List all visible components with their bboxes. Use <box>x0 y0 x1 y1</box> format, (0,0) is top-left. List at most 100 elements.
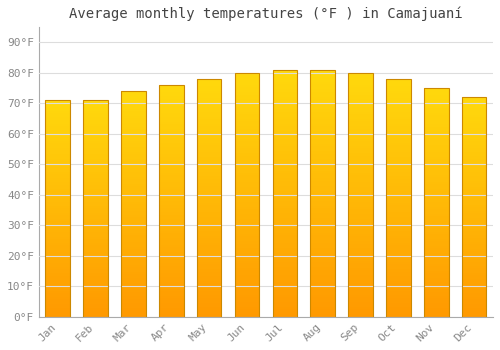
Bar <box>386 243 410 245</box>
Bar <box>84 124 108 126</box>
Bar <box>462 233 486 236</box>
Bar <box>424 301 448 303</box>
Bar <box>234 224 260 226</box>
Bar <box>424 209 448 211</box>
Bar <box>310 300 335 302</box>
Bar <box>234 72 260 317</box>
Bar <box>272 255 297 258</box>
Bar <box>462 139 486 141</box>
Bar <box>84 180 108 182</box>
Bar <box>234 248 260 251</box>
Bar <box>197 169 222 171</box>
Bar <box>424 200 448 202</box>
Bar <box>121 278 146 281</box>
Bar <box>159 177 184 180</box>
Bar <box>348 75 373 77</box>
Bar <box>310 163 335 166</box>
Bar <box>424 136 448 138</box>
Bar <box>272 102 297 104</box>
Bar <box>197 229 222 231</box>
Bar <box>462 297 486 299</box>
Bar <box>197 183 222 186</box>
Bar <box>197 141 222 143</box>
Bar <box>424 170 448 173</box>
Bar <box>386 98 410 100</box>
Bar <box>197 286 222 288</box>
Bar <box>159 226 184 229</box>
Bar <box>424 312 448 315</box>
Bar <box>197 288 222 290</box>
Bar <box>121 96 146 98</box>
Bar <box>159 147 184 150</box>
Bar <box>121 281 146 283</box>
Bar <box>348 72 373 317</box>
Bar <box>46 300 70 302</box>
Bar <box>197 131 222 133</box>
Bar <box>348 177 373 180</box>
Bar <box>121 177 146 179</box>
Bar <box>159 236 184 238</box>
Bar <box>121 249 146 251</box>
Bar <box>310 302 335 304</box>
Bar <box>272 270 297 272</box>
Bar <box>272 267 297 270</box>
Bar <box>424 241 448 244</box>
Bar <box>386 179 410 181</box>
Bar <box>310 307 335 309</box>
Bar <box>310 70 335 72</box>
Bar <box>386 288 410 290</box>
Bar <box>234 219 260 222</box>
Bar <box>234 295 260 297</box>
Bar <box>424 193 448 195</box>
Bar <box>84 169 108 172</box>
Bar <box>310 181 335 183</box>
Bar <box>272 314 297 317</box>
Bar <box>272 129 297 131</box>
Bar <box>310 97 335 99</box>
Bar <box>424 145 448 147</box>
Bar <box>234 261 260 263</box>
Bar <box>272 144 297 146</box>
Bar <box>159 231 184 233</box>
Bar <box>386 267 410 269</box>
Bar <box>348 102 373 104</box>
Bar <box>462 301 486 303</box>
Bar <box>272 70 297 317</box>
Bar <box>386 284 410 286</box>
Bar <box>462 167 486 169</box>
Bar <box>272 181 297 183</box>
Bar <box>46 258 70 260</box>
Bar <box>272 136 297 139</box>
Bar <box>121 138 146 141</box>
Bar <box>234 212 260 214</box>
Bar <box>386 207 410 210</box>
Bar <box>272 99 297 102</box>
Bar <box>121 186 146 188</box>
Bar <box>197 81 222 83</box>
Bar <box>121 306 146 308</box>
Bar <box>424 292 448 294</box>
Bar <box>84 128 108 131</box>
Bar <box>197 88 222 91</box>
Bar <box>310 99 335 102</box>
Bar <box>348 266 373 268</box>
Bar <box>197 217 222 219</box>
Bar <box>462 293 486 295</box>
Bar <box>386 162 410 164</box>
Bar <box>234 268 260 271</box>
Bar <box>310 240 335 243</box>
Bar <box>234 109 260 112</box>
Bar <box>84 200 108 202</box>
Bar <box>386 215 410 217</box>
Bar <box>197 281 222 284</box>
Bar <box>348 292 373 295</box>
Bar <box>462 145 486 148</box>
Bar <box>272 117 297 119</box>
Bar <box>348 307 373 309</box>
Bar <box>121 236 146 238</box>
Bar <box>84 117 108 120</box>
Bar <box>348 163 373 166</box>
Bar <box>462 288 486 290</box>
Bar <box>159 259 184 261</box>
Bar <box>197 136 222 138</box>
